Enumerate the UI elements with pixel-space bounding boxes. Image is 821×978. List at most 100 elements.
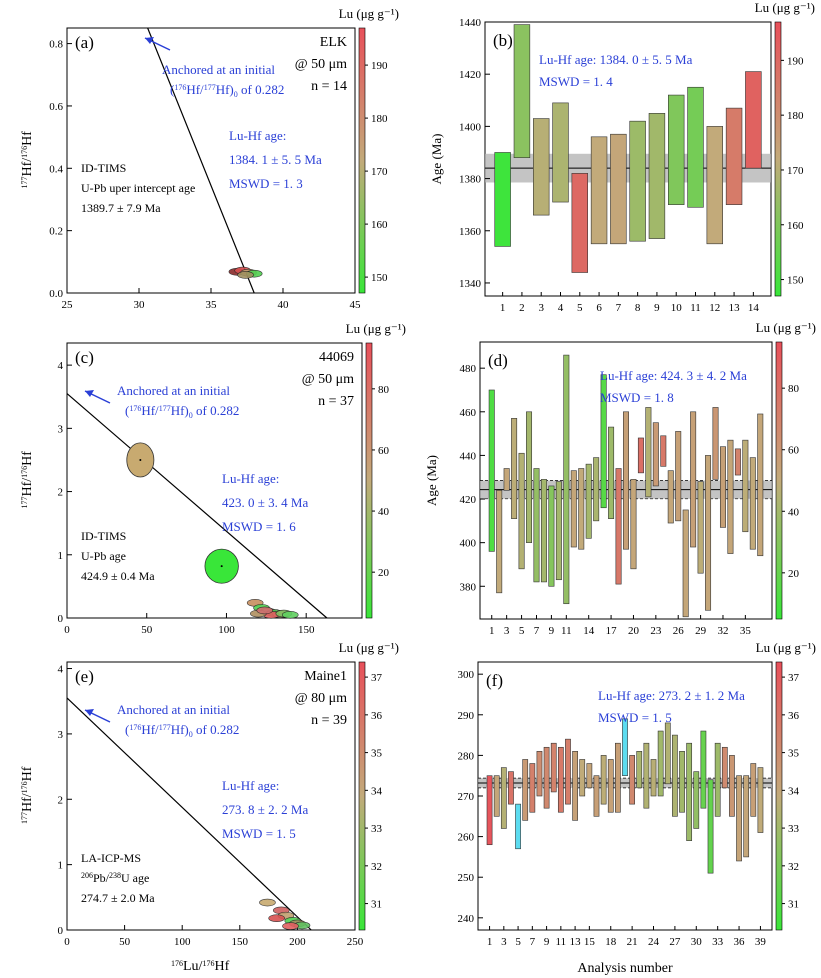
x-tick-label: 45: [350, 299, 362, 311]
age-bar: [745, 71, 762, 169]
age-bar: [607, 759, 614, 813]
panel-label: (b): [493, 31, 513, 50]
isochron-line: [147, 27, 255, 294]
isochron-age-value: 1384. 1 ± 5. 5 Ma: [229, 152, 322, 167]
panel-label: (f): [486, 671, 503, 690]
x-tick-label: 6: [596, 302, 602, 314]
y-tick-label: 280: [458, 750, 475, 762]
y-axis-label: 177Hf/176Hf: [20, 766, 35, 824]
age-bar: [557, 746, 564, 813]
y-tick-label: 400: [460, 538, 477, 550]
age-bar: [721, 746, 728, 789]
sample-name: Maine1: [304, 669, 347, 684]
x-tick-label: 33: [712, 936, 724, 948]
anchor-text-line1: Anchored at an initial: [117, 702, 230, 717]
y-tick-label: 380: [460, 581, 477, 593]
x-tick-label: 7: [616, 302, 622, 314]
age-bar: [682, 509, 689, 618]
age-bar: [563, 354, 570, 605]
age-bar: [496, 490, 503, 594]
y-tick-label: 1440: [459, 17, 482, 29]
age-bar: [679, 751, 685, 813]
age-bar: [515, 803, 521, 850]
anchor-text-line1: Anchored at an initial: [162, 62, 275, 77]
age-bar: [652, 422, 659, 487]
x-tick-label: 4: [558, 302, 564, 314]
colorbar-tick-label: 170: [787, 165, 804, 177]
colorbar-tick-label: 40: [378, 506, 390, 518]
x-tick-label: 150: [298, 624, 315, 636]
age-bar: [675, 431, 682, 522]
age-bar: [648, 113, 666, 239]
y-tick-label: 4: [58, 664, 64, 676]
panel-label: (d): [488, 351, 508, 370]
x-tick-label: 12: [709, 302, 720, 314]
x-tick-label: 35: [740, 625, 752, 637]
age-bar: [729, 755, 735, 817]
weighted-mean-mswd: MSWD = 1. 5: [598, 710, 672, 725]
age-bar: [725, 107, 743, 205]
y-tick-label: 260: [458, 832, 475, 844]
x-tick-label: 7: [530, 936, 536, 948]
age-bar: [645, 407, 652, 498]
age-bar: [503, 468, 510, 491]
x-tick-label: 9: [544, 936, 550, 948]
ellipse-center: [139, 458, 142, 461]
colorbar-tick-label: 20: [788, 568, 800, 580]
x-tick-label: 5: [519, 625, 525, 637]
colorbar-tick-label: 180: [371, 113, 388, 125]
x-tick-label: 1: [487, 936, 493, 948]
age-bar: [540, 479, 547, 583]
age-bar: [522, 759, 529, 821]
weighted-mean-age: Lu-Hf age: 1384. 0 ± 5. 5 Ma: [539, 52, 693, 67]
age-bar: [743, 775, 750, 858]
age-bar: [697, 481, 704, 574]
panel-e: 0 50 100 150 200 25001234177Hf/176Hf176Lu/176…: [20, 640, 399, 974]
x-tick-label: 13: [570, 936, 582, 948]
age-bar: [526, 411, 533, 543]
age-bar: [600, 374, 607, 509]
age-bar: [757, 767, 764, 833]
y-axis-label-text: Age (Ma): [424, 455, 439, 506]
colorbar-title: Lu (μg g⁻¹): [756, 320, 816, 335]
y-axis-label: 177Hf/176Hf: [20, 131, 35, 189]
colorbar-title: Lu (μg g⁻¹): [339, 640, 399, 655]
isochron-age-label: Lu-Hf age:: [222, 778, 279, 793]
n-count: n = 39: [311, 713, 347, 728]
weighted-mean-mswd: MSWD = 1. 8: [600, 390, 674, 405]
data-ellipse: [259, 898, 276, 907]
colorbar-tick-label: 40: [788, 506, 800, 518]
y-axis-label: Age (Ma): [429, 134, 444, 185]
x-tick-label: 20: [628, 625, 640, 637]
x-tick-label: 18: [605, 936, 617, 948]
colorbar-tick-label: 150: [787, 275, 804, 287]
x-tick-label: 14: [748, 302, 760, 314]
age-bar: [629, 120, 646, 242]
x-tick-label: 50: [119, 936, 131, 948]
x-tick-label: 3: [538, 302, 544, 314]
x-tick-label: 9: [654, 302, 660, 314]
spot-size: @ 50 μm: [295, 57, 347, 72]
y-tick-label: 3: [58, 729, 64, 741]
x-tick-label: 21: [627, 936, 638, 948]
age-bar: [664, 722, 671, 785]
anchor-arrowhead: [145, 37, 154, 44]
age-bar: [518, 452, 525, 570]
age-bar: [486, 775, 493, 846]
reference-system: U-Pb uper intercept age: [81, 181, 195, 195]
age-bar: [529, 763, 536, 813]
age-bar: [593, 457, 600, 522]
y-tick-label: 1380: [459, 174, 482, 186]
colorbar-tick-label: 34: [371, 785, 383, 797]
age-bar: [550, 742, 557, 793]
reference-age: 1389.7 ± 7.9 Ma: [81, 201, 161, 215]
x-tick-label: 14: [583, 625, 595, 637]
colorbar-b: [774, 21, 782, 297]
data-ellipse: [268, 914, 285, 923]
x-tick-label: 3: [501, 936, 507, 948]
age-bar: [643, 742, 650, 809]
anchor-text-line2: (176Hf/177Hf)0 of 0.282: [125, 722, 239, 739]
age-bar: [585, 463, 592, 539]
age-bar: [590, 136, 608, 245]
